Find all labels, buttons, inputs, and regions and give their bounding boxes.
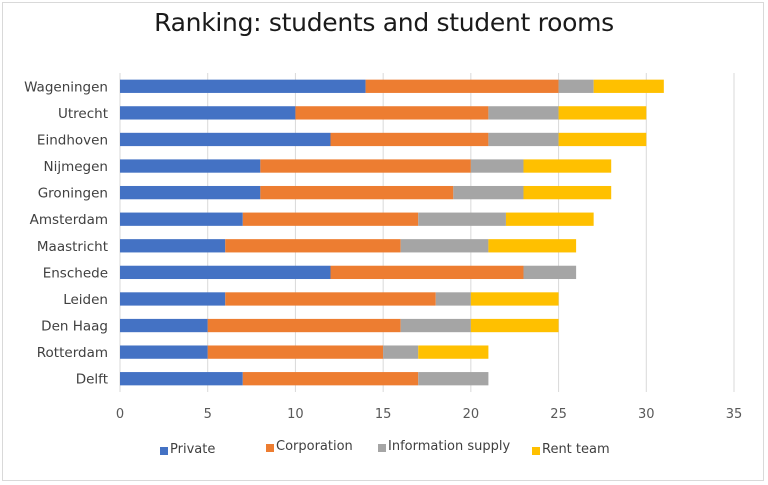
bar-segment-private bbox=[120, 292, 226, 306]
category-label: Utrecht bbox=[58, 106, 108, 122]
bar-segment-information-supply bbox=[418, 372, 489, 386]
x-tick-label: 30 bbox=[638, 407, 655, 422]
x-tick-label: 20 bbox=[463, 407, 480, 422]
bar-segment-corporation bbox=[207, 345, 384, 359]
bar-segment-rent-team bbox=[593, 79, 664, 93]
bar-segment-corporation bbox=[225, 239, 401, 253]
bar-segment-private bbox=[120, 372, 243, 386]
legend-item-rent-team: Rent team bbox=[532, 442, 610, 457]
bar-segment-rent-team bbox=[558, 106, 647, 120]
bar-segment-information-supply bbox=[400, 318, 471, 333]
category-label: Maastricht bbox=[37, 239, 108, 255]
bar-segment-information-supply bbox=[488, 106, 559, 120]
bar-segment-rent-team bbox=[558, 132, 647, 147]
bar-segment-information-supply bbox=[453, 185, 524, 200]
x-tick-label: 10 bbox=[287, 407, 304, 422]
legend-label: Rent team bbox=[542, 442, 610, 457]
category-label: Nijmegen bbox=[44, 159, 109, 175]
bar-segment-information-supply bbox=[435, 292, 471, 306]
category-label: Delft bbox=[76, 372, 108, 388]
bar-segment-information-supply bbox=[400, 239, 489, 253]
legend-item-corporation: Corporation bbox=[266, 439, 353, 454]
bar-segment-private bbox=[120, 106, 296, 120]
legend-swatch-information-supply bbox=[378, 444, 386, 452]
category-label: Rotterdam bbox=[37, 345, 108, 361]
bar-segment-private bbox=[120, 159, 261, 173]
legend-label: Private bbox=[170, 442, 216, 457]
bar-segment-private bbox=[120, 239, 226, 253]
x-tick-label: 5 bbox=[204, 407, 212, 422]
gridlines bbox=[119, 73, 735, 392]
bar-segment-private bbox=[120, 79, 366, 93]
bar-segment-corporation bbox=[330, 132, 489, 147]
bar-segment-corporation bbox=[225, 292, 436, 306]
category-label: Leiden bbox=[63, 292, 108, 308]
bar-segment-corporation bbox=[295, 106, 489, 120]
bar-segment-information-supply bbox=[383, 345, 419, 359]
bar-segment-private bbox=[120, 185, 261, 200]
bar-segment-information-supply bbox=[558, 79, 594, 93]
bar-segment-information-supply bbox=[523, 265, 577, 280]
category-label: Wageningen bbox=[24, 79, 108, 95]
bar-segment-rent-team bbox=[523, 185, 612, 200]
category-label: Amsterdam bbox=[30, 212, 108, 228]
category-label: Enschede bbox=[43, 265, 108, 281]
bar-segment-corporation bbox=[242, 212, 419, 226]
bar-segment-rent-team bbox=[523, 159, 612, 173]
x-tick-label: 15 bbox=[375, 407, 392, 422]
bar-segment-rent-team bbox=[418, 345, 489, 359]
legend-item-private: Private bbox=[160, 442, 215, 457]
bar-segment-private bbox=[120, 132, 331, 147]
bar-segment-information-supply bbox=[418, 212, 506, 226]
legend-swatch-corporation bbox=[266, 444, 274, 452]
legend-swatch-private bbox=[160, 447, 168, 455]
bar-segment-private bbox=[120, 212, 243, 226]
bar-segment-private bbox=[120, 345, 208, 359]
x-tick-labels: 0 5 10 15 20 25 30 35 bbox=[116, 407, 742, 422]
x-tick-label: 25 bbox=[550, 407, 567, 422]
legend-label: Corporation bbox=[276, 439, 353, 454]
legend-item-information-supply: Information supply bbox=[378, 439, 510, 454]
chart-title: Ranking: students and student rooms bbox=[154, 8, 614, 37]
legend-swatch-rent-team bbox=[532, 447, 540, 455]
legend-label: Information supply bbox=[388, 439, 511, 454]
bars bbox=[120, 79, 664, 386]
bar-segment-rent-team bbox=[505, 212, 594, 226]
x-tick-label: 0 bbox=[116, 407, 124, 422]
category-label: Eindhoven bbox=[37, 132, 108, 148]
bar-segment-corporation bbox=[330, 265, 524, 280]
bar-segment-rent-team bbox=[488, 239, 577, 253]
x-tick-label: 35 bbox=[726, 407, 743, 422]
bar-segment-information-supply bbox=[488, 132, 559, 147]
category-labels: Wageningen Utrecht Eindhoven Nijmegen Gronin… bbox=[24, 79, 108, 387]
category-label: Den Haag bbox=[41, 319, 108, 335]
legend: Private Corporation Information supply R… bbox=[0, 439, 768, 462]
bar-segment-information-supply bbox=[470, 159, 524, 173]
bar-segment-rent-team bbox=[470, 292, 559, 306]
bar-segment-private bbox=[120, 265, 331, 280]
bar-segment-corporation bbox=[260, 185, 454, 200]
bar-segment-private bbox=[120, 318, 208, 333]
bar-segment-corporation bbox=[260, 159, 471, 173]
bar-segment-corporation bbox=[365, 79, 559, 93]
category-label: Groningen bbox=[38, 186, 108, 202]
bar-segment-rent-team bbox=[470, 318, 559, 333]
bar-segment-corporation bbox=[207, 318, 401, 333]
bar-segment-corporation bbox=[242, 372, 419, 386]
